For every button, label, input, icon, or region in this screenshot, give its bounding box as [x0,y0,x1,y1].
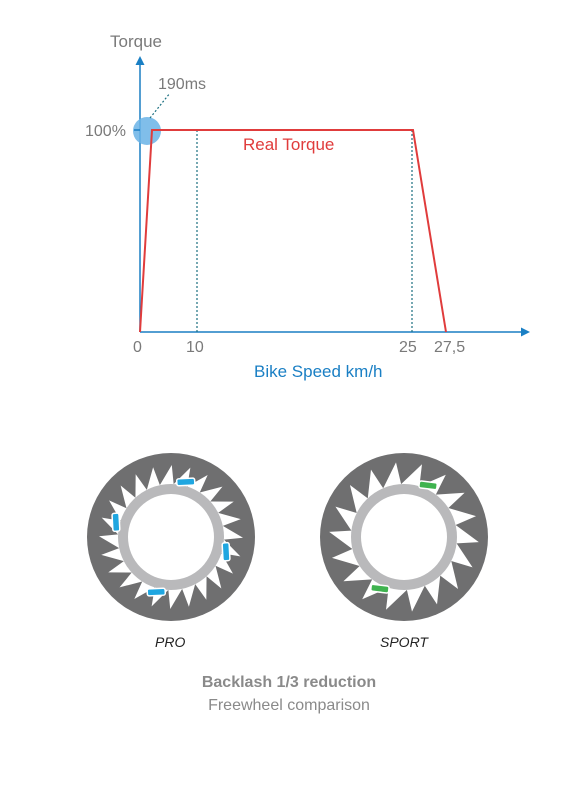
series-label-real-torque: Real Torque [243,135,334,154]
x-axis-arrow-icon [521,327,530,337]
freewheel-pro-hub-opening [128,494,214,580]
x-tick-label-25: 25 [399,339,417,356]
annotation-leader [149,92,171,119]
y-axis-arrow-icon [135,56,145,65]
freewheel-sport-pawl [370,583,390,594]
x-tick-label-27-5: 27,5 [434,339,465,356]
freewheel-pro-pawl [111,512,121,533]
freewheel-pro-pawl [146,587,167,597]
series-real-torque-line [139,129,447,333]
freewheel-sport-hub-opening [361,494,447,580]
freewheel-pro-label: PRO [155,634,186,650]
freewheel-pro-pawl [221,541,231,562]
x-tick-label-0: 0 [133,339,142,356]
freewheel-sport-label: SPORT [380,634,428,650]
freewheel-sport-pawl [418,480,438,491]
freewheel-pro-graphic [87,453,255,621]
x-tick-label-10: 10 [186,339,204,356]
annotation-label: 190ms [158,76,206,93]
x-axis-label: Bike Speed km/h [254,362,383,381]
freewheel-sport-pawls [370,480,438,594]
caption-title: Backlash 1/3 reduction [201,674,377,691]
caption-subtitle: Freewheel comparison [208,697,370,714]
y-axis-label: Torque [110,32,162,51]
ramp-highlight-marker [133,117,161,145]
freewheel-pro-pawl [175,477,196,487]
y-tick-label-100: 100% [85,123,126,140]
freewheel-pro-pawls [111,477,231,597]
freewheel-sport-graphic [320,453,488,621]
torque-chart: Torque 190ms 100% Real Torque 0 10 25 27… [85,32,530,381]
